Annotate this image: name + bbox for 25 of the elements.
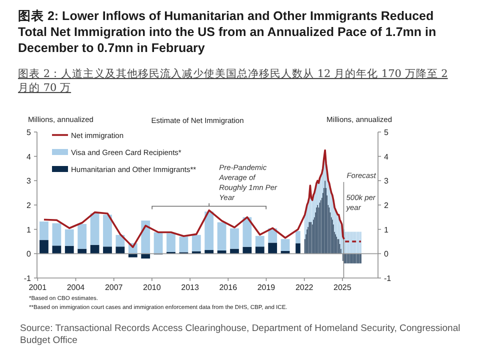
y-tick-label: 2 <box>26 201 32 210</box>
x-tick-label: 2001 <box>28 283 48 292</box>
chart-title: 图表 2: Lower Inflows of Humanitarian and Other Immigrants Reduced Total Net Immigration into the US from an Annualized Pace of 1.7mn in December to 0.7mn in February <box>18 9 436 55</box>
y2-tick-label: 1 <box>384 225 389 234</box>
x-tick-label: 2004 <box>66 283 86 292</box>
source-note: Source: Transactional Records Access Clearinghouse, Department of Homeland Security, Congressional Budget Office <box>20 323 460 346</box>
y-tick-label: 4 <box>26 152 32 162</box>
y-tick-label: 5 <box>26 128 32 137</box>
x-tick-label: 2019 <box>257 283 276 292</box>
y2-tick-label: 2 <box>384 201 389 210</box>
y-tick-label: 3 <box>26 176 32 186</box>
x-tick-label: 2007 <box>104 283 124 292</box>
y-tick-label: -1 <box>24 274 32 283</box>
x-tick-label: 2025 <box>334 283 352 292</box>
x-tick-label: 2022 <box>295 283 314 292</box>
y-tick-label: 1 <box>26 225 32 234</box>
y2-tick-label: 3 <box>384 176 389 186</box>
x-tick-label: 2013 <box>181 283 200 292</box>
x-tick-label: 2010 <box>143 283 162 292</box>
y2-tick-label: -1 <box>384 274 392 283</box>
x-tick-label: 2016 <box>219 283 238 292</box>
y2-tick-label: 5 <box>384 128 389 137</box>
y2-tick-label: 0 <box>384 250 389 259</box>
y2-tick-label: 4 <box>384 152 389 162</box>
y-tick-label: 0 <box>26 250 32 259</box>
